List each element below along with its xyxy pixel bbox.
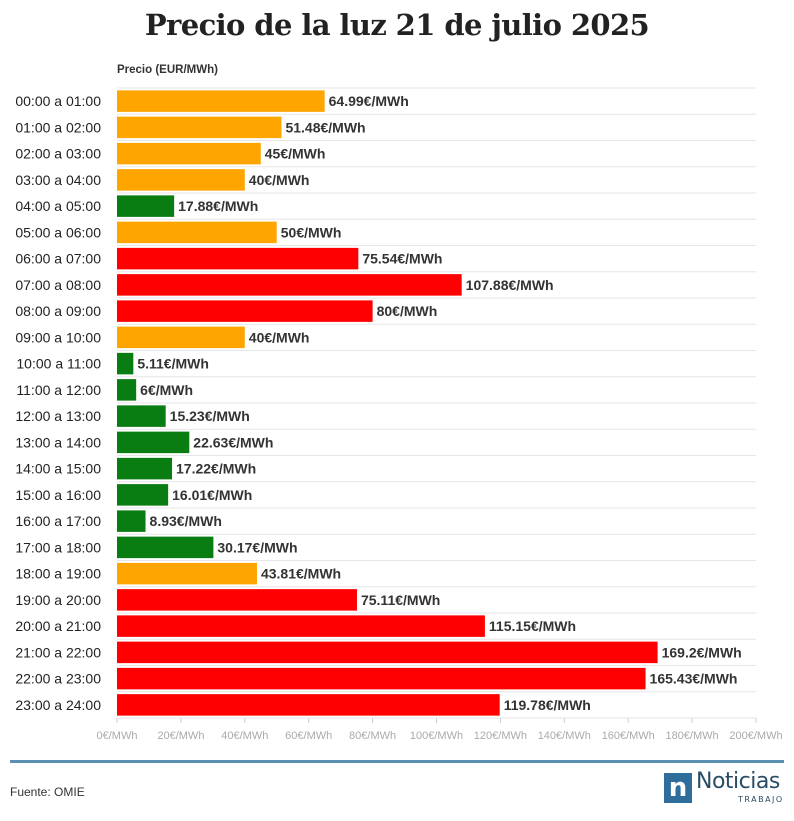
category-label: 06:00 a 07:00	[15, 251, 101, 267]
value-label: 107.88€/MWh	[466, 277, 554, 293]
category-label: 20:00 a 21:00	[15, 618, 101, 634]
value-label: 30.17€/MWh	[217, 539, 297, 555]
chart-title: Precio de la luz 21 de julio 2025	[144, 8, 650, 42]
bar	[117, 247, 359, 270]
category-label: 03:00 a 04:00	[15, 172, 101, 188]
value-label: 80€/MWh	[377, 303, 438, 319]
category-label: 02:00 a 03:00	[15, 146, 101, 162]
value-label: 75.11€/MWh	[361, 592, 440, 608]
bar	[117, 274, 462, 296]
bar	[117, 326, 245, 349]
value-label: 51.48€/MWh	[285, 119, 365, 135]
logo-wordmark: Noticias	[696, 769, 780, 794]
category-label: 04:00 a 05:00	[15, 198, 101, 214]
bar	[117, 169, 245, 191]
value-label: 169.2€/MWh	[662, 644, 742, 660]
value-label: 6€/MWh	[140, 382, 193, 398]
bar	[117, 457, 173, 480]
value-label: 16.01€/MWh	[172, 487, 252, 503]
category-label: 14:00 a 15:00	[15, 461, 101, 477]
x-tick-label: 20€/MWh	[157, 730, 204, 742]
bar	[117, 352, 134, 375]
value-label: 22.63€/MWh	[193, 434, 273, 450]
value-label: 43.81€/MWh	[261, 566, 341, 582]
category-label: 16:00 a 17:00	[15, 513, 101, 529]
category-label: 19:00 a 20:00	[15, 592, 101, 608]
value-label: 165.43€/MWh	[650, 671, 738, 687]
value-label: 17.88€/MWh	[178, 198, 258, 214]
bar	[117, 589, 357, 611]
category-label: 17:00 a 18:00	[15, 539, 101, 555]
x-tick-label: 160€/MWh	[602, 730, 655, 742]
category-label: 05:00 a 06:00	[15, 224, 101, 240]
value-label: 64.99€/MWh	[329, 93, 409, 109]
source-note: Fuente: OMIE	[10, 785, 85, 799]
x-tick-label: 120€/MWh	[474, 730, 527, 742]
bar	[117, 300, 373, 322]
footer-divider	[10, 760, 784, 763]
category-label: 07:00 a 08:00	[15, 277, 101, 293]
x-tick-label: 180€/MWh	[665, 730, 718, 742]
bar	[117, 431, 190, 454]
value-label: 119.78€/MWh	[504, 697, 591, 713]
bar	[117, 405, 166, 427]
x-axis-label: Precio (EUR/MWh)	[117, 64, 218, 76]
bar	[117, 90, 325, 112]
bar	[117, 510, 146, 532]
value-label: 5.11€/MWh	[137, 356, 209, 372]
category-label: 00:00 a 01:00	[15, 93, 101, 109]
category-label: 13:00 a 14:00	[15, 434, 101, 450]
bar	[117, 667, 646, 690]
x-axis-ticks: 0€/MWh 20€/MWh 40€/MWh 60€/MWh 80€/MWh 100€/M…	[97, 718, 783, 742]
value-label: 15.23€/MWh	[170, 408, 250, 424]
gridlines	[117, 87, 756, 719]
bar	[117, 536, 214, 559]
bar	[117, 116, 282, 139]
category-label: 15:00 a 16:00	[15, 487, 101, 503]
bar	[117, 195, 175, 217]
category-label: 01:00 a 02:00	[15, 119, 101, 135]
value-label: 8.93€/MWh	[150, 513, 222, 529]
x-tick-label: 200€/MWh	[729, 730, 782, 742]
bar	[117, 641, 658, 664]
logo-subtitle: TRABAJO	[738, 795, 784, 804]
category-label: 23:00 a 24:00	[15, 697, 101, 713]
category-label: 21:00 a 22:00	[15, 644, 101, 660]
bar	[117, 379, 137, 401]
bar	[117, 484, 169, 506]
x-tick-label: 60€/MWh	[285, 730, 332, 742]
noticias-trabajo-logo: n Noticias TRABAJO	[664, 769, 786, 807]
category-label: 18:00 a 19:00	[15, 566, 101, 582]
x-tick-label: 100€/MWh	[410, 730, 463, 742]
x-tick-label: 140€/MWh	[538, 730, 591, 742]
value-label: 50€/MWh	[281, 224, 342, 240]
category-label: 22:00 a 23:00	[15, 671, 101, 687]
bar	[117, 221, 277, 244]
category-label: 11:00 a 12:00	[16, 382, 101, 398]
bar	[117, 694, 500, 716]
bars-group: 00:00 a 01:00 64.99€/MWh 01:00 a 02:00 51.4…	[15, 90, 742, 716]
x-tick-label: 40€/MWh	[221, 730, 268, 742]
bar	[117, 142, 261, 165]
value-label: 40€/MWh	[249, 329, 310, 345]
category-label: 12:00 a 13:00	[15, 408, 101, 424]
bar	[117, 562, 257, 585]
x-tick-label: 80€/MWh	[349, 730, 396, 742]
category-label: 08:00 a 09:00	[15, 303, 101, 319]
bar	[117, 615, 485, 637]
category-label: 09:00 a 10:00	[15, 329, 101, 345]
x-tick-label: 0€/MWh	[97, 730, 138, 742]
value-label: 40€/MWh	[249, 172, 310, 188]
logo-mark: n	[664, 773, 692, 803]
category-label: 10:00 a 11:00	[16, 356, 101, 372]
value-label: 17.22€/MWh	[176, 461, 256, 477]
bar-chart: Precio (EUR/MWh) 00:00 a 01:00 64.99€/MWh…	[15, 64, 783, 742]
value-label: 115.15€/MWh	[489, 618, 576, 634]
value-label: 45€/MWh	[265, 146, 326, 162]
value-label: 75.54€/MWh	[362, 251, 442, 267]
